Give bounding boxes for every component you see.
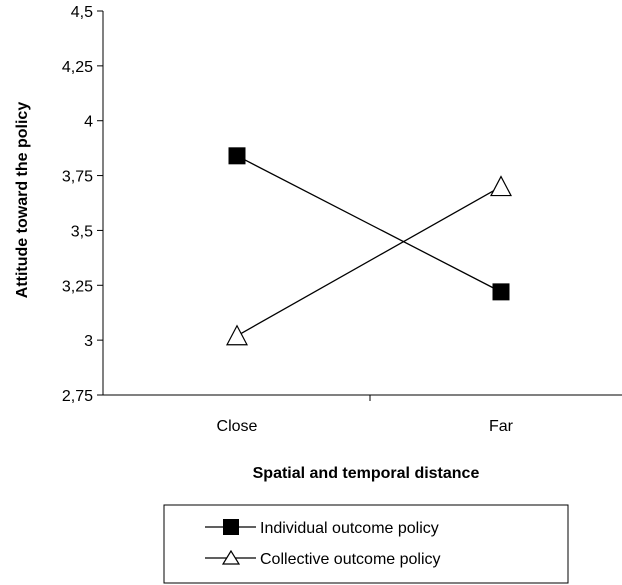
series-line	[236, 185, 502, 337]
y-tick-label: 3,5	[71, 223, 93, 240]
legend: Individual outcome policy Collective outc…	[163, 504, 569, 584]
data-point	[226, 324, 248, 346]
y-tick-label: 2,75	[62, 388, 93, 405]
y-tick-label: 3,25	[62, 278, 93, 295]
series-line	[236, 155, 502, 293]
y-tick-label: 3	[84, 333, 93, 350]
x-axis-title: Spatial and temporal distance	[253, 465, 480, 482]
series-2	[226, 175, 512, 346]
data-point	[228, 147, 246, 165]
x-axis-ticks: Close Far	[217, 395, 514, 435]
y-axis-ticks: 2,75 3 3,25 3,5 3,75 4 4,25 4,5	[62, 4, 103, 405]
y-tick-label: 4	[84, 114, 93, 131]
x-tick-label: Far	[489, 418, 514, 435]
data-point	[492, 283, 510, 301]
legend-marker-triangle	[221, 549, 241, 565]
legend-box	[163, 504, 569, 584]
series-1	[228, 147, 510, 301]
data-point	[490, 175, 512, 197]
legend-item: Individual outcome policy	[205, 519, 439, 537]
series-layer	[226, 147, 512, 346]
legend-marker-square	[223, 519, 239, 535]
y-axis-title: Attitude toward the policy	[14, 102, 31, 299]
x-tick-label: Close	[217, 418, 258, 435]
y-tick-label: 3,75	[62, 169, 93, 186]
legend-item: Collective outcome policy	[205, 549, 441, 568]
y-tick-label: 4,25	[62, 59, 93, 76]
y-tick-label: 4,5	[71, 4, 93, 21]
legend-label: Collective outcome policy	[260, 551, 441, 568]
legend-label: Individual outcome policy	[260, 520, 439, 537]
